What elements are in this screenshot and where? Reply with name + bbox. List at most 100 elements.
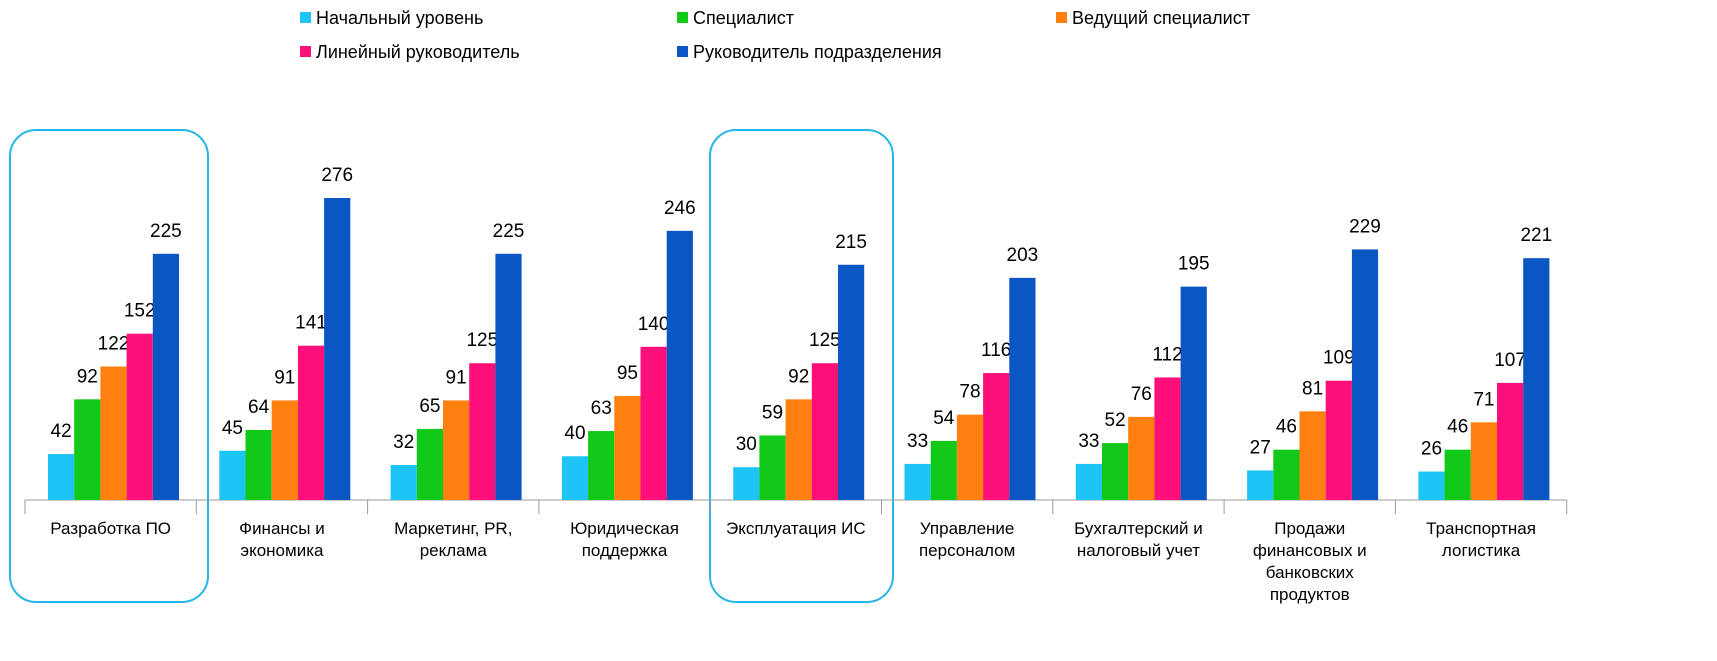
bar <box>126 333 153 500</box>
value-label: 91 <box>446 367 467 388</box>
legend-label: Ведущий специалист <box>1072 8 1250 28</box>
value-label: 45 <box>222 418 243 439</box>
value-label: 112 <box>1152 344 1182 365</box>
x-tick-label: Транспортная логистика <box>1426 519 1536 560</box>
value-label: 215 <box>835 232 867 253</box>
bar <box>271 400 298 500</box>
value-label: 59 <box>762 402 783 423</box>
value-label: 42 <box>51 421 72 442</box>
bar <box>1299 411 1326 500</box>
value-label: 107 <box>1494 350 1526 371</box>
value-label: 95 <box>617 363 638 384</box>
bar <box>1418 471 1445 500</box>
bar <box>1470 422 1497 500</box>
bar <box>1009 277 1036 500</box>
x-tick-label: Продажи финансовых и банковских продукто… <box>1252 519 1367 604</box>
bar <box>1444 449 1471 500</box>
value-label: 40 <box>564 423 585 444</box>
value-label: 26 <box>1421 439 1442 460</box>
bar <box>152 253 179 500</box>
bar <box>733 467 760 500</box>
bar <box>1128 416 1155 500</box>
bar <box>48 454 75 500</box>
bar <box>1247 470 1274 500</box>
bar <box>1154 377 1181 500</box>
bar <box>1075 463 1102 500</box>
bar <box>785 399 812 500</box>
bar <box>1273 449 1300 500</box>
value-label: 141 <box>295 313 327 334</box>
bar <box>495 253 522 500</box>
value-label: 225 <box>493 221 525 242</box>
legend-label: Специалист <box>693 8 794 28</box>
value-label: 27 <box>1250 437 1271 458</box>
bar <box>759 435 786 500</box>
value-label: 33 <box>907 431 928 452</box>
x-tick-label: Маркетинг, PR, реклама <box>394 519 513 560</box>
bar <box>666 230 693 500</box>
legend-label: Начальный уровень <box>316 8 483 28</box>
value-label: 152 <box>124 301 156 322</box>
legend-swatch <box>1056 12 1067 23</box>
bar <box>1497 382 1524 500</box>
value-label: 46 <box>1276 417 1297 438</box>
legend-swatch <box>300 46 311 57</box>
bar <box>100 366 127 500</box>
value-label: 33 <box>1078 431 1099 452</box>
value-label: 65 <box>419 396 440 417</box>
value-label: 32 <box>393 432 414 453</box>
value-label: 92 <box>788 366 809 387</box>
x-tick-label: Юридическая поддержка <box>570 519 679 560</box>
x-tick-label: Финансы и экономика <box>239 519 325 560</box>
bar <box>983 373 1010 500</box>
bar <box>297 345 325 500</box>
value-label: 116 <box>981 340 1011 361</box>
value-label: 229 <box>1349 216 1381 237</box>
legend-swatch <box>300 12 311 23</box>
highlight-box <box>9 129 209 603</box>
bar <box>74 399 101 500</box>
bar <box>219 450 246 500</box>
bar <box>588 431 615 500</box>
value-label: 276 <box>321 165 353 186</box>
value-label: 109 <box>1323 348 1355 369</box>
bar <box>561 456 589 500</box>
bar <box>416 428 443 500</box>
bar <box>904 463 931 500</box>
highlight-box <box>709 129 894 603</box>
value-label: 122 <box>98 334 130 355</box>
legend-swatch <box>677 12 688 23</box>
value-label: 221 <box>1520 225 1552 246</box>
value-label: 125 <box>466 330 498 351</box>
bar <box>1180 286 1207 500</box>
bar <box>1102 443 1129 500</box>
x-tick-label: Разработка ПО <box>50 519 172 538</box>
value-label: 225 <box>150 221 182 242</box>
bar <box>838 264 865 500</box>
value-label: 81 <box>1302 378 1323 399</box>
value-label: 203 <box>1007 245 1039 266</box>
bar <box>956 414 984 500</box>
x-tick-label: Управление персоналом <box>918 519 1016 560</box>
bar <box>640 346 667 500</box>
bar <box>245 429 272 500</box>
legend-label: Линейный руководитель <box>316 42 520 62</box>
value-label: 140 <box>638 314 670 335</box>
bar <box>811 363 838 500</box>
bar <box>1351 249 1379 500</box>
x-tick-label: Эксплуатация ИС <box>726 519 866 538</box>
value-label: 46 <box>1447 417 1468 438</box>
value-label: 91 <box>274 367 295 388</box>
bar <box>443 400 470 500</box>
bar <box>469 363 496 500</box>
bar <box>390 464 417 500</box>
x-tick-label: Бухгалтерский и налоговый учет <box>1074 519 1203 560</box>
legend-label: Руководитель подразделения <box>693 42 942 62</box>
bar <box>1325 380 1352 500</box>
value-label: 52 <box>1105 410 1126 431</box>
value-label: 71 <box>1473 389 1494 410</box>
bar <box>1523 258 1550 500</box>
value-label: 195 <box>1178 254 1210 275</box>
